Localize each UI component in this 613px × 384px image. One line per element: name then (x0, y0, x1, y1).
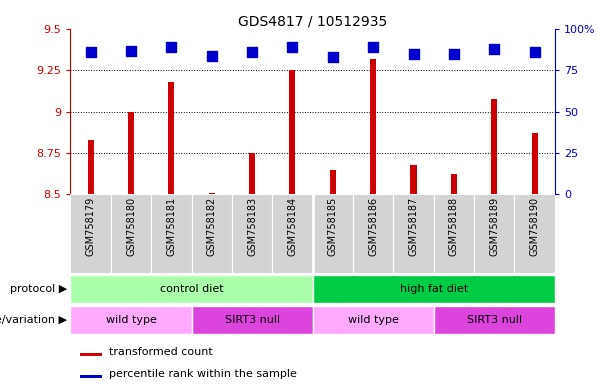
Point (489, 46, 499, 52)
Bar (151, 194, 191, 273)
Text: SIRT3 null: SIRT3 null (466, 315, 522, 325)
Text: GSM758189: GSM758189 (489, 197, 499, 256)
Bar (128, 112, 134, 194)
Point (409, 51, 419, 57)
Bar (70, 194, 111, 273)
Text: GSM758188: GSM758188 (449, 197, 459, 256)
Bar (531, 133, 538, 194)
Bar (232, 194, 272, 273)
Text: genotype/variation ▶: genotype/variation ▶ (0, 315, 67, 325)
Text: GSM758181: GSM758181 (166, 197, 177, 256)
Text: percentile rank within the sample: percentile rank within the sample (109, 369, 297, 379)
Bar (272, 194, 313, 273)
Bar (353, 194, 394, 273)
Point (126, 48, 136, 54)
Bar (313, 275, 555, 303)
Bar (394, 194, 434, 273)
Point (207, 53, 216, 59)
Text: GSM758184: GSM758184 (287, 197, 297, 256)
Bar (330, 170, 336, 194)
Point (86, 49, 96, 55)
Point (530, 49, 539, 55)
Bar (451, 174, 457, 194)
Bar (514, 194, 555, 273)
Bar (70, 275, 313, 303)
Text: wild type: wild type (105, 315, 156, 325)
Bar (433, 194, 474, 273)
Bar (249, 153, 255, 194)
Text: transformed count: transformed count (109, 348, 213, 358)
Point (167, 44, 177, 50)
Text: GSM758180: GSM758180 (126, 197, 136, 256)
Bar (88, 140, 94, 194)
Bar (313, 306, 434, 334)
Text: protocol ▶: protocol ▶ (10, 284, 67, 294)
Title: GDS4817 / 10512935: GDS4817 / 10512935 (238, 14, 387, 28)
Bar (191, 194, 232, 273)
Bar (289, 71, 295, 194)
Bar (433, 306, 555, 334)
Text: wild type: wild type (348, 315, 398, 325)
Text: GSM758190: GSM758190 (530, 197, 539, 256)
Text: control diet: control diet (160, 284, 223, 294)
Bar (70, 306, 191, 334)
Bar (411, 165, 417, 194)
Text: GSM758187: GSM758187 (408, 197, 419, 256)
Point (287, 44, 297, 50)
Bar (208, 193, 215, 194)
Bar (80, 353, 102, 356)
Text: GSM758185: GSM758185 (328, 197, 338, 256)
Text: GSM758182: GSM758182 (207, 197, 217, 256)
Point (449, 51, 459, 57)
Bar (474, 194, 514, 273)
Text: SIRT3 null: SIRT3 null (224, 315, 280, 325)
Text: high fat diet: high fat diet (400, 284, 468, 294)
Bar (80, 375, 102, 378)
Bar (491, 99, 497, 194)
Text: GSM758179: GSM758179 (86, 197, 96, 256)
Point (247, 49, 257, 55)
Point (328, 54, 338, 60)
Bar (313, 194, 353, 273)
Bar (370, 59, 376, 194)
Text: GSM758183: GSM758183 (247, 197, 257, 256)
Bar (191, 306, 313, 334)
Bar (111, 194, 151, 273)
Bar (169, 82, 175, 194)
Text: GSM758186: GSM758186 (368, 197, 378, 256)
Point (368, 44, 378, 50)
